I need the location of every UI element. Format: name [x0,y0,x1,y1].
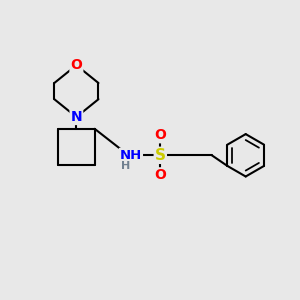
Text: O: O [154,128,166,142]
Text: S: S [155,148,166,163]
Text: O: O [70,58,82,72]
Text: NH: NH [120,149,142,162]
Text: N: N [70,110,82,124]
Text: H: H [121,161,130,172]
Text: O: O [154,168,166,182]
